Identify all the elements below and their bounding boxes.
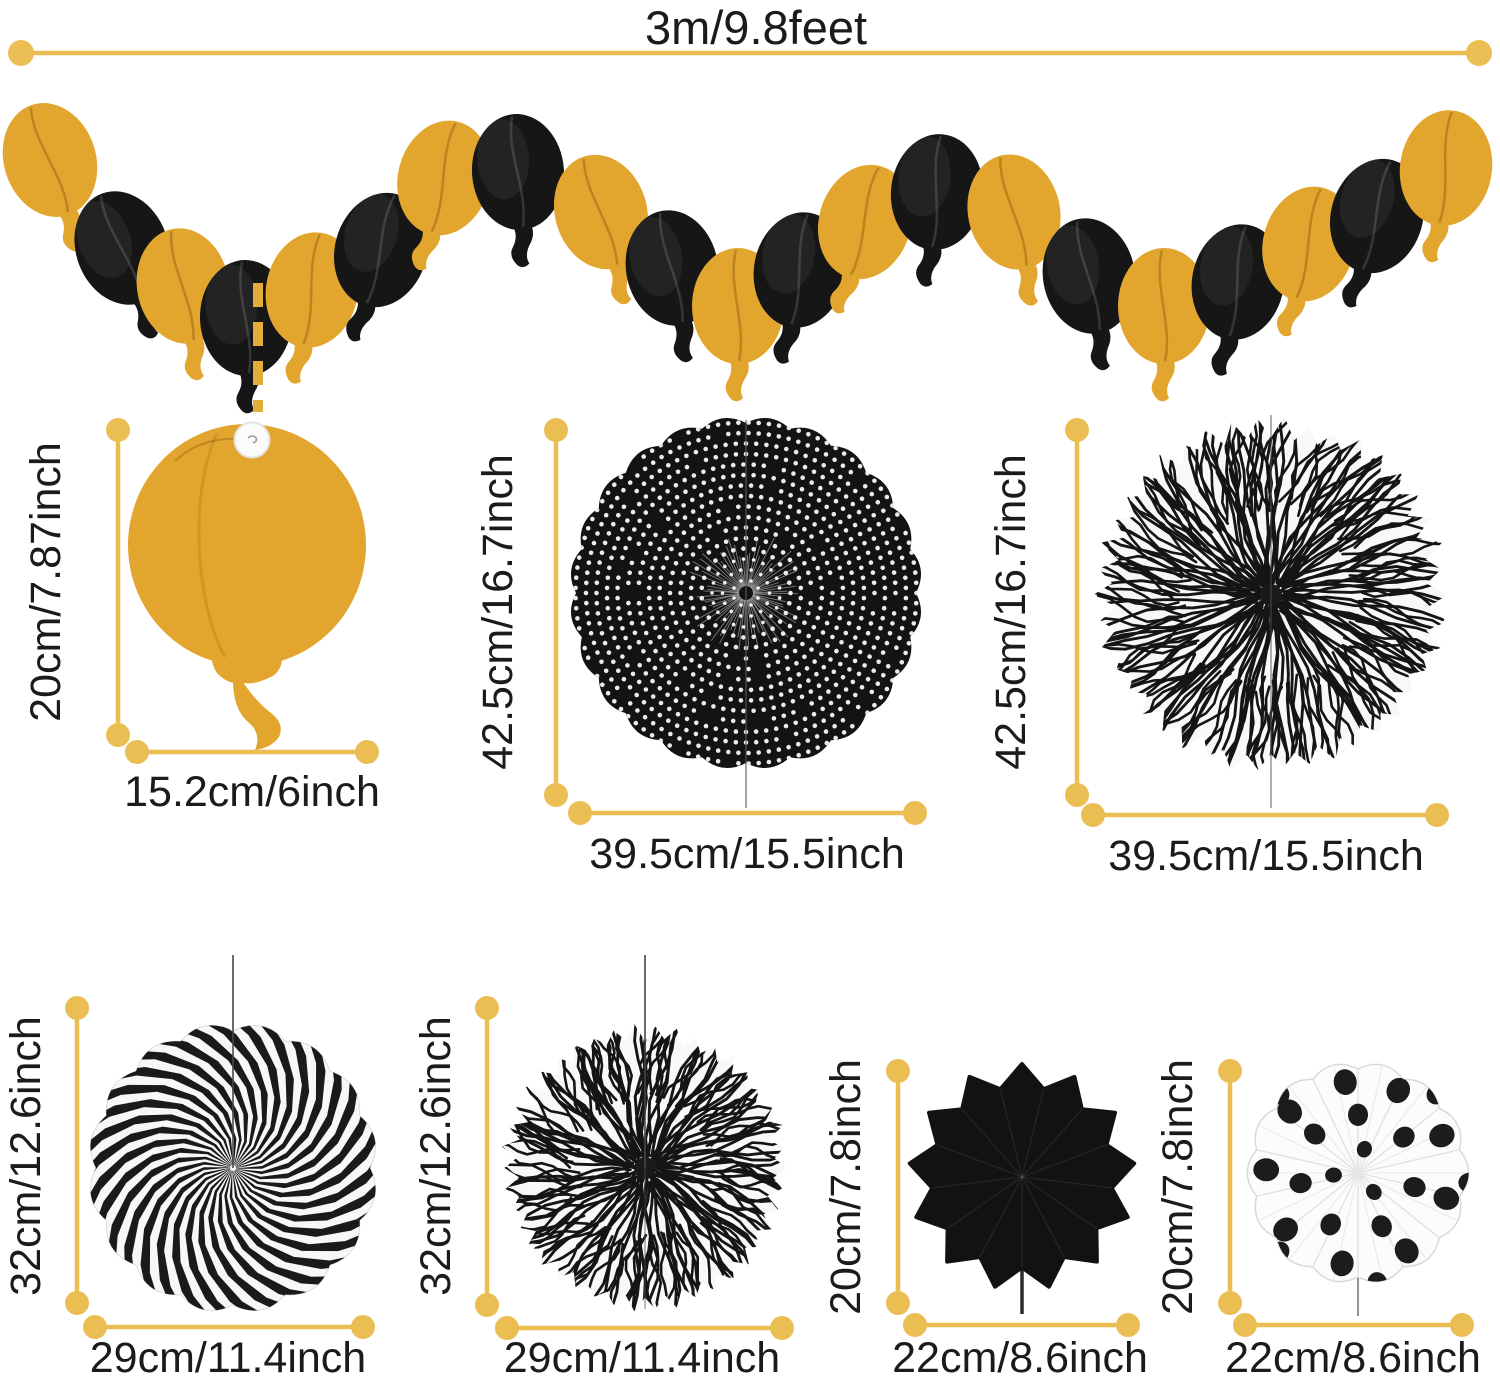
zebra-medium-height-line bbox=[475, 996, 499, 1317]
black-fan-height-line bbox=[886, 1059, 910, 1315]
white-polka-dot-fan bbox=[1246, 1063, 1470, 1316]
swirl-stripe-fan bbox=[89, 955, 377, 1312]
balloon-height-line bbox=[106, 418, 130, 747]
gold-balloon-detail bbox=[128, 421, 366, 750]
white-fan-width-label: 22cm/8.6inch bbox=[1225, 1334, 1481, 1382]
zebra-medium-height-label: 32cm/12.6inch bbox=[412, 1016, 460, 1296]
polka-fan-height-label: 42.5cm/16.7inch bbox=[474, 454, 522, 770]
decorations bbox=[2, 103, 1493, 1316]
black-fan-width-label: 22cm/8.6inch bbox=[892, 1334, 1148, 1382]
zebra-large-width-label: 39.5cm/15.5inch bbox=[1108, 832, 1424, 880]
zebra-medium-width-line bbox=[495, 1316, 794, 1340]
garland-balloon-gold bbox=[1118, 248, 1210, 402]
garland-length-label: 3m/9.8feet bbox=[645, 1, 867, 54]
garland-balloon-black bbox=[471, 114, 565, 268]
polka-fan-width-line bbox=[568, 801, 927, 825]
white-fan-width-line bbox=[1233, 1313, 1474, 1337]
garland-balloon-gold bbox=[553, 154, 649, 305]
white-fan-height-line bbox=[1218, 1059, 1242, 1315]
garland-balloon-black bbox=[890, 134, 984, 287]
measurement-lines bbox=[8, 40, 1492, 1340]
black-fan-height-label: 20cm/7.8inch bbox=[822, 1059, 870, 1315]
zebra-large-height-label: 42.5cm/16.7inch bbox=[987, 454, 1035, 770]
polka-fan-height-line bbox=[544, 418, 568, 807]
garland-length-line bbox=[8, 40, 1492, 66]
polka-fan-width-label: 39.5cm/15.5inch bbox=[589, 830, 905, 878]
zebra-stripe-fan bbox=[1093, 415, 1448, 808]
swirl-fan-height-label: 32cm/12.6inch bbox=[2, 1016, 50, 1296]
zebra-stripe-fan bbox=[502, 955, 787, 1312]
zebra-large-height-line bbox=[1065, 418, 1089, 807]
garland-balloon-black bbox=[1042, 218, 1136, 371]
garland-balloon-black bbox=[1329, 158, 1425, 308]
swirl-fan-height-line bbox=[65, 996, 89, 1315]
garland-balloon-black bbox=[333, 192, 429, 342]
zebra-medium-width-label: 29cm/11.4inch bbox=[504, 1334, 780, 1382]
black-polka-dot-fan bbox=[570, 417, 922, 808]
zebra-large-width-line bbox=[1081, 803, 1449, 827]
garland-balloon-black bbox=[1191, 224, 1285, 376]
swirl-fan-width-label: 29cm/11.4inch bbox=[90, 1334, 366, 1382]
balloon-width-label: 15.2cm/6inch bbox=[124, 768, 380, 816]
balloon-height-label: 20cm/7.87inch bbox=[22, 442, 70, 722]
black-fan-width-line bbox=[903, 1313, 1140, 1337]
garland-balloon-gold bbox=[817, 164, 913, 314]
garland-balloon-gold bbox=[967, 154, 1061, 306]
white-fan-height-label: 20cm/7.8inch bbox=[1154, 1059, 1202, 1315]
swirl-fan-width-line bbox=[83, 1315, 375, 1339]
garland-balloon-gold bbox=[397, 120, 491, 271]
black-solid-fan bbox=[907, 1062, 1137, 1314]
balloon-width-line bbox=[125, 740, 379, 764]
garland-balloon-gold bbox=[1399, 110, 1493, 263]
